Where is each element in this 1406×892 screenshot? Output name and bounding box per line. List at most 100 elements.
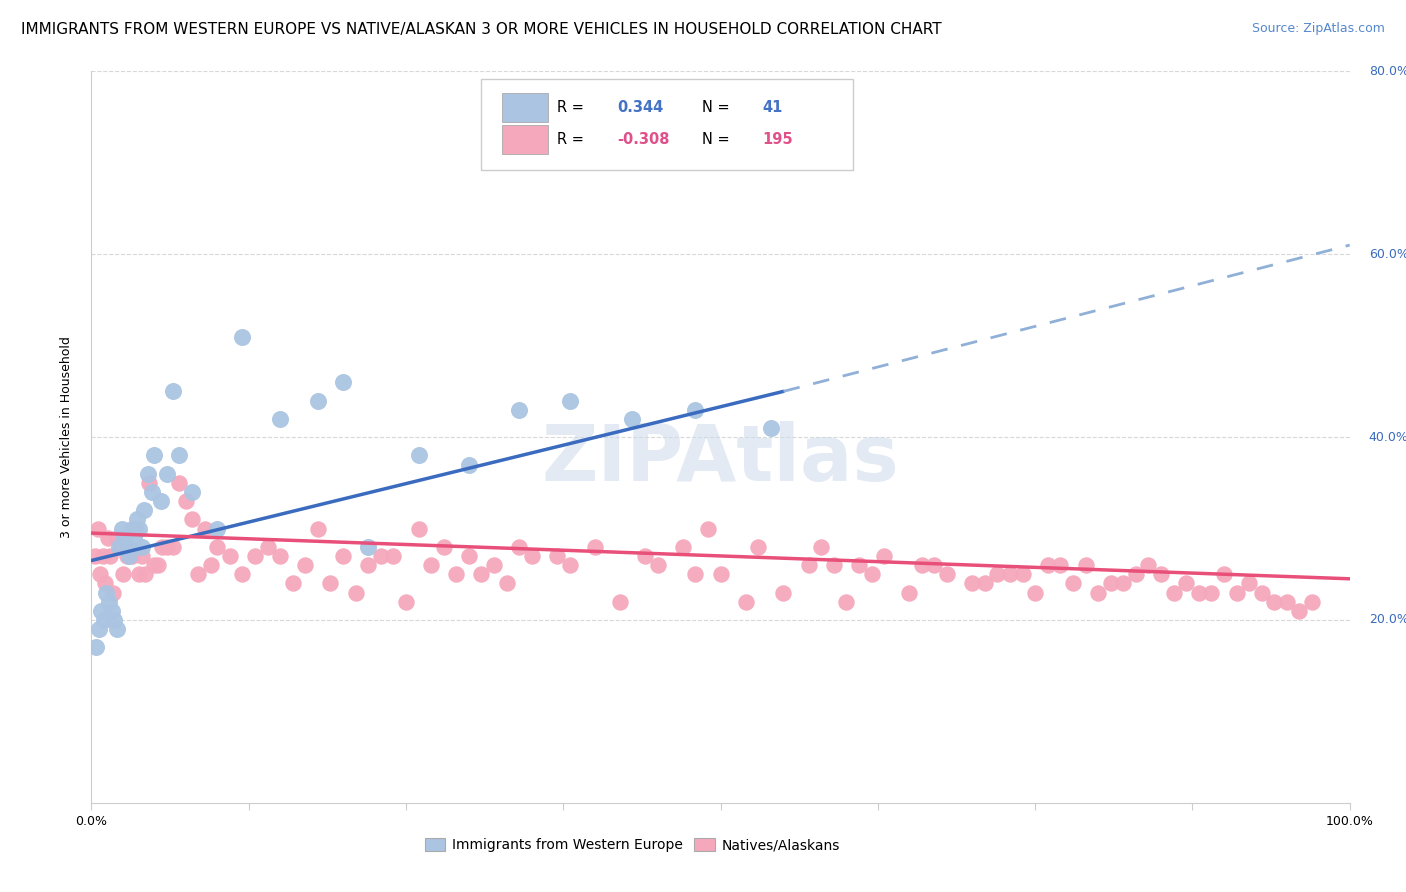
Point bbox=[772, 585, 794, 599]
Point bbox=[1225, 585, 1247, 599]
Point bbox=[911, 558, 934, 573]
Text: N =: N = bbox=[702, 132, 730, 147]
Point bbox=[138, 475, 160, 490]
Point bbox=[146, 558, 169, 573]
Point bbox=[156, 540, 179, 554]
Point bbox=[634, 549, 657, 563]
Point bbox=[143, 558, 166, 573]
Text: 195: 195 bbox=[762, 132, 793, 147]
Point bbox=[181, 485, 204, 500]
Point bbox=[1036, 558, 1059, 573]
Point bbox=[1250, 585, 1272, 599]
Point bbox=[181, 512, 204, 526]
Point bbox=[169, 448, 191, 462]
Point bbox=[382, 549, 405, 563]
Point bbox=[1188, 585, 1211, 599]
Point bbox=[835, 594, 858, 608]
Point bbox=[1099, 576, 1122, 591]
Point bbox=[344, 585, 367, 599]
Point bbox=[433, 540, 456, 554]
Point bbox=[747, 540, 769, 554]
Point bbox=[89, 567, 111, 582]
Point bbox=[103, 613, 125, 627]
FancyBboxPatch shape bbox=[502, 125, 548, 154]
Point bbox=[495, 576, 517, 591]
Point bbox=[1212, 567, 1236, 582]
Point bbox=[873, 549, 896, 563]
Point bbox=[1125, 567, 1147, 582]
Point bbox=[98, 549, 121, 563]
Point bbox=[174, 494, 197, 508]
Point bbox=[457, 458, 479, 472]
Point bbox=[90, 604, 112, 618]
Point bbox=[205, 521, 228, 535]
Point bbox=[128, 567, 150, 582]
Point bbox=[218, 549, 240, 563]
Point bbox=[169, 475, 191, 490]
Point bbox=[508, 540, 530, 554]
Point bbox=[87, 622, 110, 636]
Point bbox=[124, 521, 146, 535]
Text: Source: ZipAtlas.com: Source: ZipAtlas.com bbox=[1251, 22, 1385, 36]
Point bbox=[647, 558, 669, 573]
Point bbox=[149, 494, 172, 508]
Point bbox=[446, 567, 468, 582]
Point bbox=[1112, 576, 1135, 591]
Point bbox=[121, 521, 143, 535]
Point bbox=[924, 558, 946, 573]
Point bbox=[1263, 594, 1285, 608]
Point bbox=[231, 329, 253, 343]
Point bbox=[101, 585, 124, 599]
Point bbox=[1163, 585, 1185, 599]
Point bbox=[136, 467, 159, 481]
Point bbox=[408, 521, 430, 535]
Point bbox=[848, 558, 870, 573]
Point bbox=[470, 567, 492, 582]
Text: N =: N = bbox=[702, 100, 730, 115]
Point bbox=[395, 594, 418, 608]
Point bbox=[100, 604, 122, 618]
Point bbox=[558, 558, 581, 573]
Point bbox=[156, 467, 179, 481]
Point bbox=[1087, 585, 1109, 599]
Point bbox=[125, 512, 148, 526]
Point bbox=[96, 585, 118, 599]
Point bbox=[93, 613, 115, 627]
Point bbox=[558, 393, 581, 408]
Text: 0.344: 0.344 bbox=[617, 100, 664, 115]
Point bbox=[936, 567, 959, 582]
Point bbox=[131, 549, 153, 563]
Point bbox=[1150, 567, 1173, 582]
Point bbox=[143, 448, 166, 462]
Point bbox=[962, 576, 984, 591]
Point bbox=[110, 540, 132, 554]
Point bbox=[134, 567, 156, 582]
Point bbox=[1137, 558, 1160, 573]
Point bbox=[111, 567, 134, 582]
Point bbox=[162, 384, 184, 399]
Point bbox=[110, 521, 132, 535]
Point bbox=[122, 531, 145, 545]
Point bbox=[281, 576, 304, 591]
Text: R =: R = bbox=[557, 100, 583, 115]
Point bbox=[150, 540, 173, 554]
Text: 41: 41 bbox=[762, 100, 783, 115]
Point bbox=[98, 594, 121, 608]
Point bbox=[131, 540, 153, 554]
Point bbox=[408, 448, 430, 462]
Point bbox=[609, 594, 631, 608]
Point bbox=[810, 540, 832, 554]
Point bbox=[128, 521, 150, 535]
Point bbox=[1237, 576, 1260, 591]
Point bbox=[115, 540, 138, 554]
Point bbox=[508, 402, 530, 417]
Point bbox=[134, 503, 156, 517]
Point bbox=[243, 549, 266, 563]
Point bbox=[269, 412, 291, 426]
Point bbox=[91, 549, 114, 563]
Legend: Immigrants from Western Europe, Natives/Alaskans: Immigrants from Western Europe, Natives/… bbox=[419, 832, 846, 858]
Point bbox=[370, 549, 392, 563]
Point bbox=[797, 558, 820, 573]
Point bbox=[118, 549, 141, 563]
Point bbox=[307, 521, 329, 535]
